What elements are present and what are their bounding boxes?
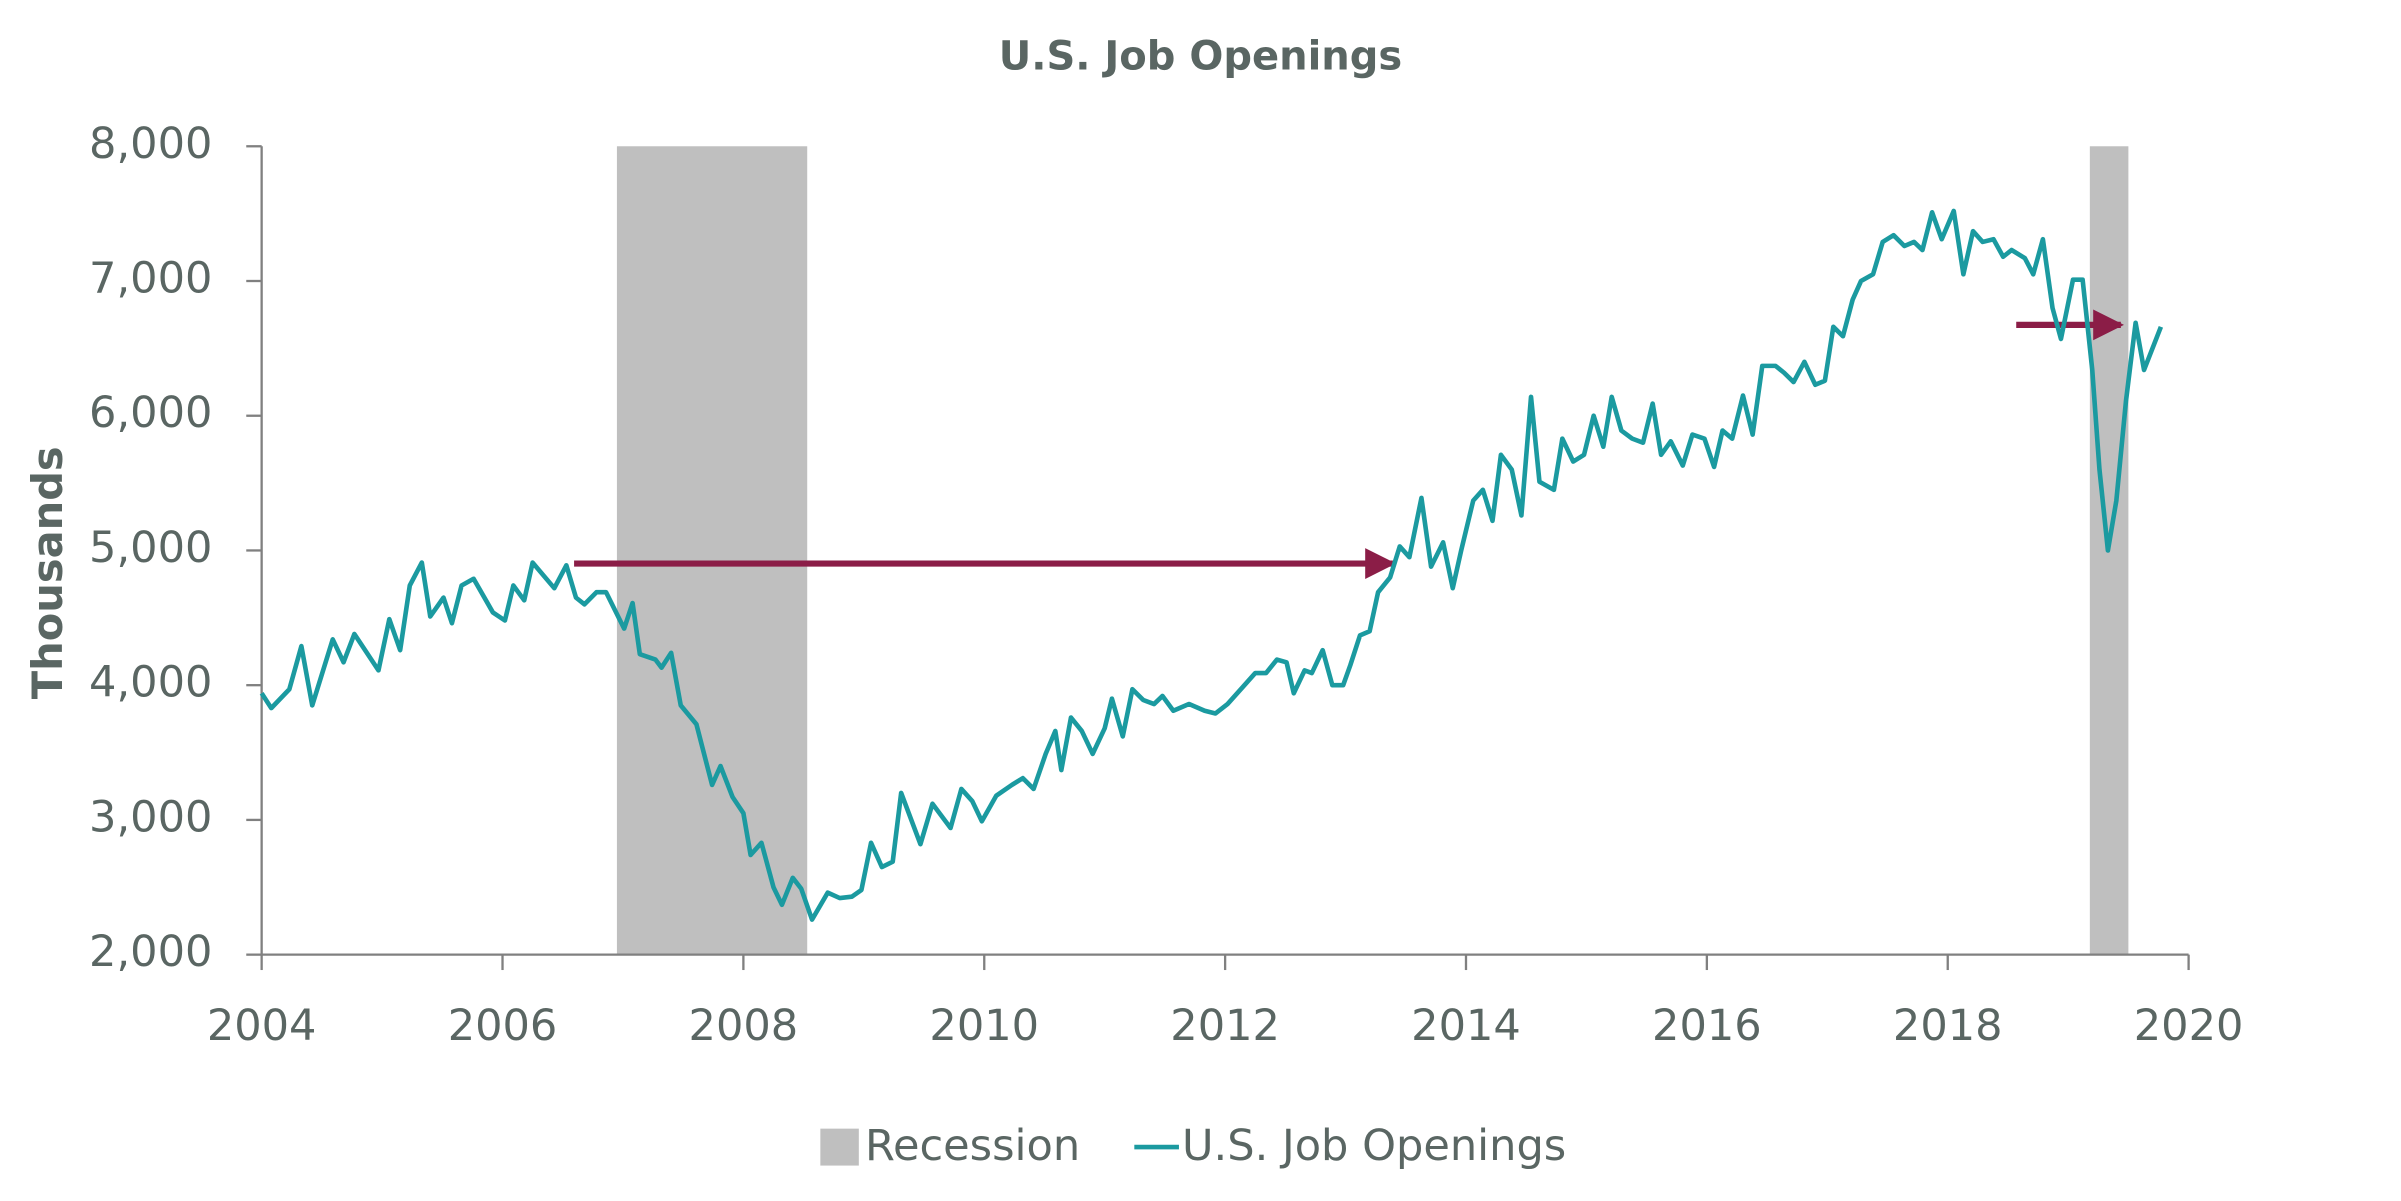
x-tick-label: 2010	[929, 1001, 1039, 1051]
x-tick-label: 2014	[1411, 1001, 1521, 1051]
chart-title: U.S. Job Openings	[999, 34, 1402, 80]
y-tick-label: 2,000	[89, 927, 212, 977]
y-axis-label: Thousands	[23, 446, 72, 699]
y-tick-label: 8,000	[89, 119, 212, 169]
y-tick-label: 6,000	[89, 388, 212, 438]
y-tick-label: 3,000	[89, 792, 212, 842]
legend-label: Recession	[865, 1121, 1080, 1171]
legend-label: U.S. Job Openings	[1182, 1121, 1566, 1171]
recession-layer	[616, 146, 2129, 955]
legend-swatch	[820, 1128, 859, 1166]
x-tick-label: 2008	[689, 1001, 799, 1051]
x-tick-label: 2012	[1170, 1001, 1280, 1051]
x-tick-label: 2016	[1652, 1001, 1762, 1051]
x-tick-label: 2004	[207, 1001, 317, 1051]
y-tick-label: 4,000	[89, 658, 212, 708]
y-tick-label: 5,000	[89, 523, 212, 573]
x-tick-label: 2006	[448, 1001, 558, 1051]
y-tick-label: 7,000	[89, 253, 212, 303]
x-tick-label: 2018	[1893, 1001, 2003, 1051]
recession-band	[616, 146, 808, 955]
x-tick-label: 2020	[2134, 1001, 2244, 1051]
data-line	[259, 208, 2164, 922]
